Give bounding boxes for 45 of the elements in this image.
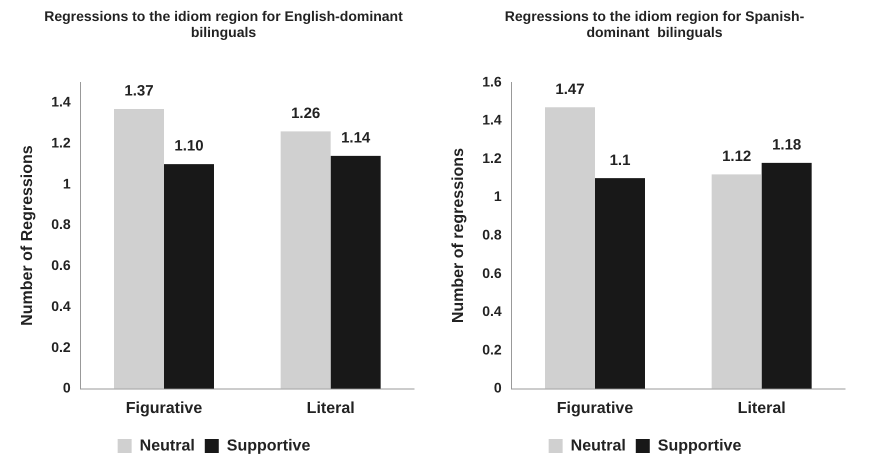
legend-label: Supportive: [657, 437, 741, 454]
y-tick-label: 0.2: [50, 338, 70, 355]
data-label: 1.10: [174, 138, 204, 155]
x-tick-label: Literal: [306, 400, 354, 417]
y-tick-label: 0.8: [50, 216, 70, 232]
data-label: 1.1: [609, 152, 630, 169]
y-tick-label: 0.4: [50, 298, 70, 314]
y-tick-label: 1.6: [482, 73, 502, 90]
data-label: 1.18: [772, 136, 801, 154]
y-axis-title: Number of Regressions: [18, 145, 36, 326]
bar: [711, 174, 762, 389]
bar: [330, 156, 380, 389]
y-tick-label: 0.4: [482, 303, 502, 320]
bar: [163, 164, 214, 389]
y-tick-label: 0: [493, 380, 502, 396]
x-tick-label: Figurative: [556, 400, 633, 417]
bar: [761, 162, 812, 389]
x-tick-label: Figurative: [125, 400, 202, 417]
bar: [594, 178, 644, 389]
y-tick-label: 1.4: [50, 94, 70, 110]
legend-label: Neutral: [570, 437, 626, 454]
y-tick-label: 1.2: [50, 134, 70, 151]
data-label: 1.26: [290, 105, 320, 122]
data-label: 1.37: [124, 82, 154, 100]
legend-label: Supportive: [226, 437, 310, 454]
data-label: 1.14: [340, 130, 370, 147]
y-tick-label: 0.2: [482, 341, 502, 358]
chart-title: Regressions to the idiom region for English-dominant bilinguals: [44, 8, 404, 42]
y-tick-label: 1.2: [482, 150, 502, 166]
y-tick-label: 1: [493, 188, 502, 204]
data-label: 1.12: [722, 148, 751, 165]
bar: [544, 107, 594, 389]
y-tick-label: 0.6: [482, 264, 502, 281]
data-label: 1.47: [554, 80, 584, 98]
y-axis-title: Number of regressions: [450, 148, 467, 324]
legend-label: Neutral: [139, 437, 194, 454]
bar: [280, 131, 330, 389]
bar: [113, 108, 164, 389]
y-tick-label: 0.6: [50, 257, 70, 274]
y-tick-label: 0: [62, 380, 70, 396]
chart-title: Regressions to the idiom region for Spanish-dominant bilinguals: [504, 8, 806, 42]
y-tick-label: 0.8: [482, 226, 502, 242]
y-tick-label: 1.4: [482, 112, 502, 128]
y-tick-label: 1: [62, 175, 70, 192]
x-tick-label: Literal: [737, 400, 786, 417]
